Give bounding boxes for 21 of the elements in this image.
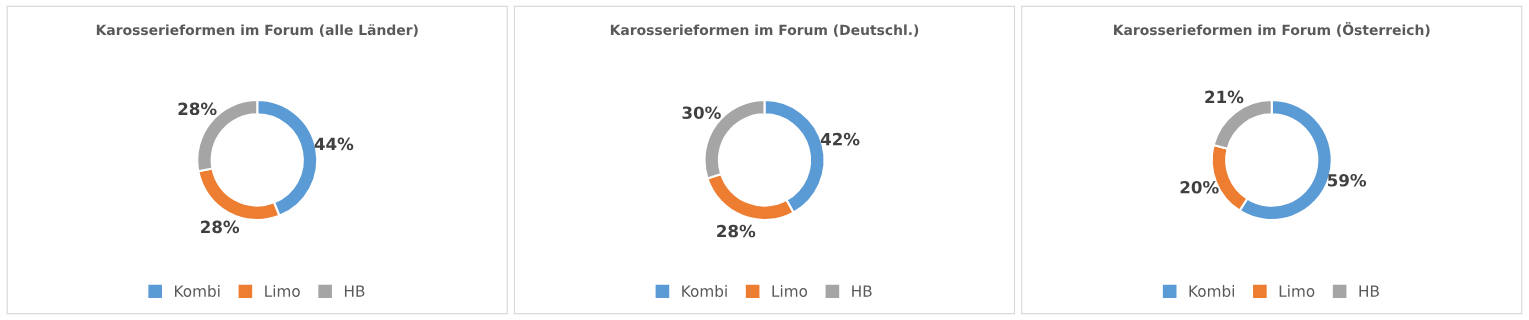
legend-label: Kombi [1189, 285, 1234, 297]
data-label: 28% [201, 220, 240, 234]
legend-label: Kombi [682, 285, 727, 297]
legend-label: HB [344, 285, 365, 297]
data-label: 59% [1327, 173, 1367, 187]
legend-label: HB [852, 285, 872, 297]
legend-label: Limo [265, 285, 300, 297]
legend-label: HB [1359, 285, 1379, 297]
chart-title: Karosserieformen im Forum (alle Länder) [96, 24, 418, 37]
data-label: 28% [178, 102, 217, 116]
data-label: 21% [1205, 90, 1244, 104]
data-label: 28% [717, 224, 756, 238]
data-label: 20% [1180, 180, 1219, 194]
data-label: 30% [682, 106, 721, 119]
legend-label: Limo [1279, 285, 1315, 297]
legend-label: Limo [772, 285, 808, 297]
chart-title: Karosserieformen im Forum (Deutschl.) [610, 24, 919, 37]
legend-label: Kombi [175, 285, 220, 297]
data-label: 42% [820, 132, 860, 146]
data-label: 44% [314, 137, 354, 151]
chart-title: Karosserieformen im Forum (Österreich) [1114, 22, 1430, 37]
